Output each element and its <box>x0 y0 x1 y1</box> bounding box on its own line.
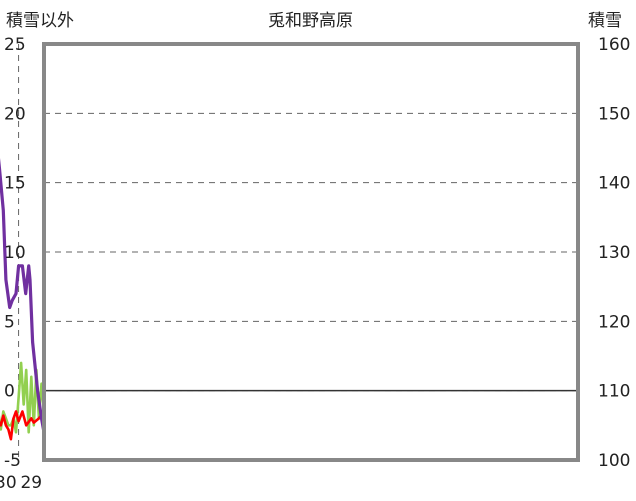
grid <box>18 44 578 460</box>
y-left-tick-label: 25 <box>4 35 26 55</box>
tick-labels: 2516020150151401013051200110-51002930311… <box>0 35 630 493</box>
y-right-tick-label: 160 <box>598 35 630 55</box>
left-axis-label: 積雪以外 <box>6 11 74 31</box>
y-left-tick-label: -5 <box>4 451 21 471</box>
y-left-tick-label: 0 <box>4 382 15 402</box>
chart-title: 兎和野高原 <box>268 11 353 31</box>
series-line-temperature <box>0 410 46 441</box>
y-right-tick-label: 140 <box>598 174 630 194</box>
x-tick-label: 30 <box>0 473 17 493</box>
plot-frame <box>42 42 580 462</box>
series-lines <box>0 157 46 441</box>
series-line-snow-depth <box>0 157 46 433</box>
y-right-tick-label: 100 <box>598 451 630 471</box>
axes <box>42 42 580 462</box>
y-right-tick-label: 120 <box>598 312 630 332</box>
y-left-tick-label: 20 <box>4 104 26 124</box>
right-axis-label: 積雪 <box>588 11 622 31</box>
y-left-tick-label: 10 <box>4 243 26 263</box>
y-right-tick-label: 110 <box>598 382 630 402</box>
y-right-tick-label: 130 <box>598 243 630 263</box>
x-tick-label: 29 <box>20 473 42 493</box>
y-left-tick-label: 5 <box>4 312 15 332</box>
y-right-tick-label: 150 <box>598 104 630 124</box>
y-left-tick-label: 15 <box>4 174 26 194</box>
series-line-wind <box>0 361 46 434</box>
